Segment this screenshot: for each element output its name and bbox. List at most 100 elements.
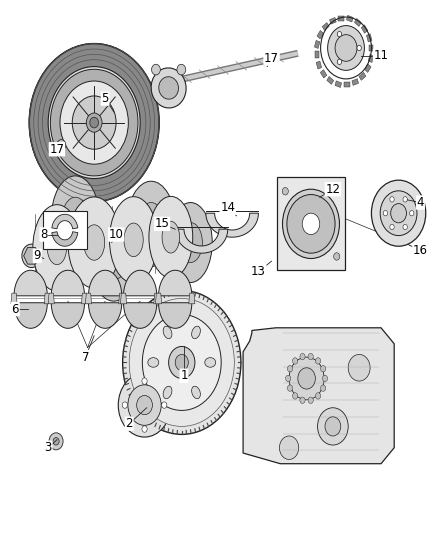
Text: 6: 6 (11, 303, 19, 316)
Text: 1: 1 (180, 369, 188, 382)
Polygon shape (81, 293, 88, 304)
Circle shape (300, 397, 305, 403)
Circle shape (357, 45, 361, 51)
Circle shape (293, 358, 298, 364)
Circle shape (380, 191, 417, 236)
Bar (317, 30, 324, 39)
Polygon shape (48, 293, 54, 304)
Circle shape (302, 213, 320, 235)
Circle shape (410, 211, 414, 216)
Ellipse shape (151, 68, 186, 108)
Circle shape (142, 426, 147, 432)
Text: 8: 8 (40, 228, 47, 241)
Text: 13: 13 (251, 265, 266, 278)
Bar (367, 34, 372, 42)
Circle shape (177, 64, 186, 75)
Bar (314, 52, 318, 59)
Ellipse shape (84, 225, 105, 260)
Text: 17: 17 (49, 143, 64, 156)
Ellipse shape (179, 223, 202, 263)
Circle shape (53, 438, 59, 445)
Text: 3: 3 (45, 441, 52, 454)
Polygon shape (206, 213, 258, 237)
Text: 14: 14 (220, 201, 235, 214)
Circle shape (57, 140, 66, 150)
Circle shape (335, 35, 357, 61)
Circle shape (308, 353, 313, 360)
FancyBboxPatch shape (42, 212, 87, 249)
Ellipse shape (138, 203, 164, 245)
Circle shape (29, 44, 159, 201)
Circle shape (137, 395, 152, 415)
Bar (322, 22, 329, 30)
Text: 2: 2 (125, 417, 133, 430)
Circle shape (128, 385, 161, 425)
Circle shape (282, 188, 288, 195)
Circle shape (152, 64, 160, 75)
Circle shape (26, 249, 37, 262)
Ellipse shape (90, 216, 138, 301)
Circle shape (86, 113, 102, 132)
Ellipse shape (163, 326, 172, 338)
Circle shape (371, 180, 426, 246)
Circle shape (390, 197, 394, 202)
Circle shape (122, 402, 127, 408)
Polygon shape (159, 303, 192, 328)
Bar (361, 25, 368, 33)
Polygon shape (51, 270, 85, 296)
Circle shape (279, 436, 299, 459)
Circle shape (325, 417, 341, 436)
Ellipse shape (124, 223, 143, 256)
Bar (364, 64, 371, 72)
Polygon shape (85, 293, 92, 304)
Polygon shape (119, 293, 125, 304)
Circle shape (337, 59, 342, 64)
Circle shape (72, 96, 116, 149)
Circle shape (175, 354, 188, 370)
Bar (352, 79, 359, 85)
Circle shape (383, 211, 388, 216)
Text: 17: 17 (264, 52, 279, 65)
Polygon shape (124, 303, 157, 328)
Circle shape (129, 298, 234, 426)
Polygon shape (155, 293, 162, 304)
Circle shape (123, 290, 241, 434)
Circle shape (308, 397, 313, 403)
Circle shape (328, 26, 364, 70)
Ellipse shape (33, 205, 81, 291)
Circle shape (322, 375, 328, 382)
Ellipse shape (51, 176, 99, 261)
Text: 7: 7 (81, 351, 89, 364)
Circle shape (403, 224, 407, 230)
Ellipse shape (47, 231, 67, 264)
Bar (335, 81, 342, 87)
Ellipse shape (68, 197, 120, 288)
Ellipse shape (110, 197, 158, 283)
Circle shape (321, 366, 326, 372)
Circle shape (49, 433, 63, 450)
Text: 9: 9 (33, 249, 41, 262)
Circle shape (298, 368, 315, 389)
Polygon shape (14, 270, 47, 296)
Polygon shape (154, 293, 160, 304)
Polygon shape (44, 293, 50, 304)
Bar (339, 15, 344, 20)
Text: 11: 11 (374, 50, 389, 62)
Circle shape (169, 346, 195, 378)
Circle shape (90, 117, 99, 128)
Ellipse shape (149, 197, 193, 278)
Ellipse shape (192, 326, 200, 338)
Circle shape (391, 204, 406, 223)
Circle shape (334, 253, 340, 260)
Ellipse shape (169, 203, 212, 282)
Circle shape (337, 31, 342, 37)
Text: 16: 16 (413, 244, 428, 257)
Circle shape (318, 408, 348, 445)
Circle shape (50, 69, 138, 176)
Circle shape (315, 358, 321, 364)
Bar (327, 76, 334, 84)
Polygon shape (175, 229, 228, 253)
Circle shape (60, 81, 128, 164)
Bar (368, 54, 374, 62)
Text: 10: 10 (109, 228, 124, 241)
